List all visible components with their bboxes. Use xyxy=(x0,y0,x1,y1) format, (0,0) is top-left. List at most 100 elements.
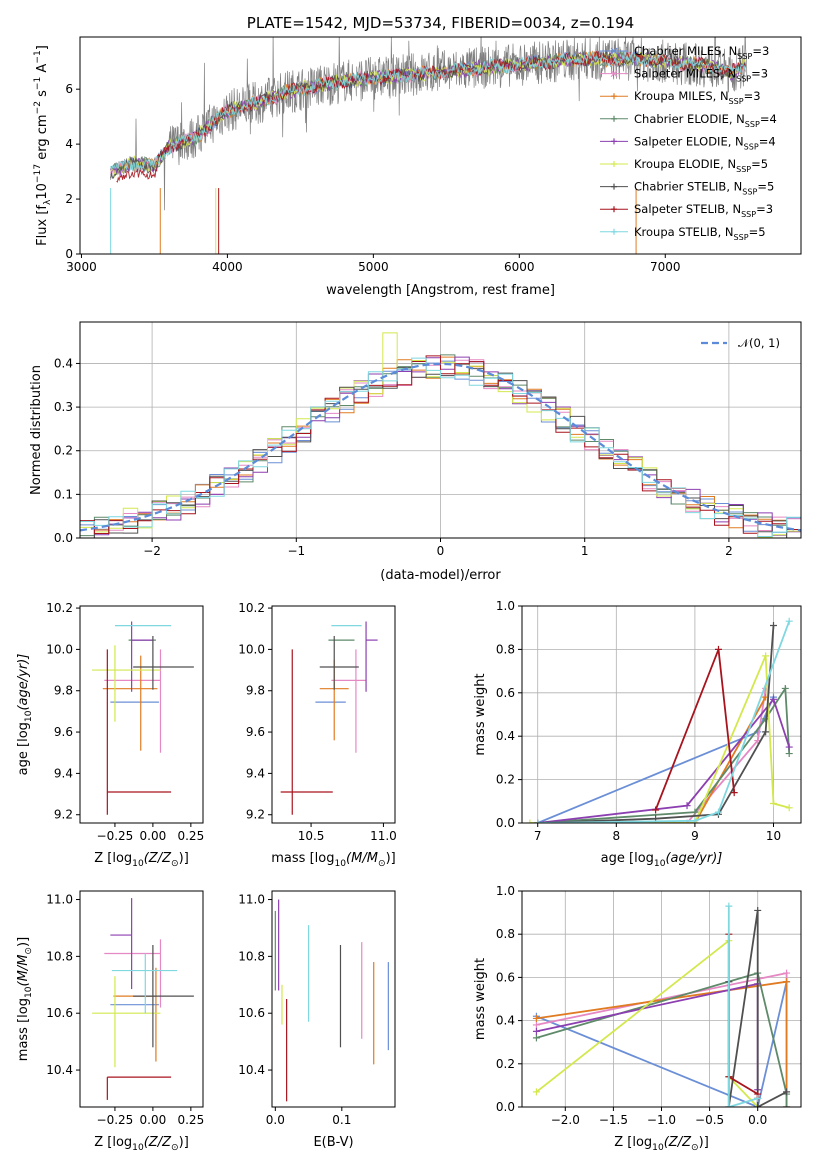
data-point-marker xyxy=(714,808,722,816)
data-point-marker xyxy=(532,1034,540,1042)
spectrum-title: PLATE=1542, MJD=53734, FIBERID=0034, z=0… xyxy=(247,14,634,32)
weight_vs_Z-panel: −2.0 −1.5 −1.0 −0.5 0.0 0.0 0.2 0.4 0.6 0.8 1.0 Z [… xyxy=(473,884,802,1153)
mass_vs_Z-y-axis-label: mass [log10​(M/M⊙​)] xyxy=(16,937,34,1061)
y-tick-label: 0.0 xyxy=(496,816,515,830)
spectrum-legend: Chabrier MILES, NSSP​=3 Salpeter MILES, N… xyxy=(600,44,777,242)
weight_vs_age-y-axis-label: mass weight xyxy=(473,673,488,755)
y-tick-label: 10.8 xyxy=(238,949,265,963)
y-tick-label: 0.4 xyxy=(54,356,73,370)
age_vs_Z-y-axis-label: age [log10​(age/yr)] xyxy=(16,654,34,776)
x-tick-label: 7 xyxy=(534,829,542,843)
spectrum-y-axis-label: Flux [fλ​10−17​ erg cm−2​ s−1​ A−1​] xyxy=(33,45,53,246)
y-tick-label: 9.8 xyxy=(246,684,265,698)
x-tick-label: 2 xyxy=(725,544,733,558)
legend-entry-label: Salpeter STELIB, NSSP​=3 xyxy=(634,202,773,219)
y-tick-label: 10.4 xyxy=(46,1063,73,1077)
residual-panel: −2 −1 0 1 2 0.0 0.1 0.2 0.3 0.4 𝒩(0, 1) Normed dist… xyxy=(29,321,802,583)
data-point-marker xyxy=(611,115,617,122)
y-tick-label: 0.4 xyxy=(496,1014,515,1028)
axes-frame xyxy=(521,605,802,824)
error-bars xyxy=(274,899,389,1102)
weight-series-line xyxy=(537,697,791,823)
data-point-marker xyxy=(762,652,770,660)
legend-entry-label: 𝒩(0, 1) xyxy=(738,336,780,350)
weight_vs_age-panel: 7 8 9 10 0.0 0.2 0.4 0.6 0.8 1.0 age [log10​(age/y… xyxy=(473,599,802,869)
weight-series-line xyxy=(537,625,775,823)
error-bars xyxy=(280,621,378,815)
weight-lines xyxy=(532,902,791,1107)
data-point-marker xyxy=(611,206,617,213)
spectrum-panel: PLATE=1542, MJD=53734, FIBERID=0034, z=0… xyxy=(33,14,802,298)
spectrum-x-axis-label: wavelength [Angstrom, rest frame] xyxy=(326,283,555,298)
legend-entry-label: Salpeter MILES, NSSP​=3 xyxy=(634,67,768,84)
data-point-marker xyxy=(754,1103,762,1107)
y-tick-label: 9.2 xyxy=(246,808,265,822)
x-tick-label: −2 xyxy=(143,544,161,558)
x-tick-label: −1.5 xyxy=(599,1113,628,1127)
age_vs_Z-panel: −0.25 0.00 0.25 9.2 9.4 9.6 9.8 10.0 10.2 Z [log1… xyxy=(16,601,204,869)
y-tick-label: 4 xyxy=(65,137,73,151)
legend-entry-label: Kroupa MILES, NSSP​=3 xyxy=(634,89,761,106)
y-tick-label: 10.6 xyxy=(46,1006,73,1020)
y-tick-label: 0.4 xyxy=(496,729,515,743)
y-tick-label: 9.2 xyxy=(54,808,73,822)
y-tick-label: 10.4 xyxy=(238,1063,265,1077)
y-tick-label: 0 xyxy=(65,247,73,261)
axes-frame xyxy=(271,890,396,1108)
data-point-marker xyxy=(691,817,699,823)
data-point-marker xyxy=(762,728,770,736)
histogram-outline xyxy=(80,357,801,538)
x-tick-label: −1.0 xyxy=(647,1113,676,1127)
data-point-marker xyxy=(691,808,699,816)
x-tick-label: 9 xyxy=(691,829,699,843)
y-tick-label: 10.0 xyxy=(46,642,73,656)
data-point-marker xyxy=(611,183,617,190)
axes-frame xyxy=(79,605,204,824)
legend-marker xyxy=(610,47,618,55)
y-tick-label: 11.0 xyxy=(46,893,73,907)
data-point-marker xyxy=(611,228,617,235)
legend-entry-label: Kroupa ELODIE, NSSP​=5 xyxy=(634,157,768,174)
y-tick-label: 10.2 xyxy=(238,601,265,615)
x-tick-label: 0.00 xyxy=(140,829,167,843)
weight-lines xyxy=(526,617,793,823)
x-tick-label: −0.5 xyxy=(695,1113,724,1127)
data-point-marker xyxy=(769,695,777,703)
data-point-marker xyxy=(611,138,617,145)
legend-entry-label: Chabrier MILES, NSSP​=3 xyxy=(634,44,769,61)
y-tick-label: 9.6 xyxy=(246,725,265,739)
data-point-marker xyxy=(611,93,617,100)
y-tick-label: 0.3 xyxy=(54,400,73,414)
axes-frame xyxy=(521,890,802,1108)
x-tick-label: 10.5 xyxy=(298,829,325,843)
x-tick-label: 4000 xyxy=(212,260,243,274)
y-tick-label: 9.4 xyxy=(246,766,265,780)
y-tick-label: 0.2 xyxy=(496,1057,515,1071)
data-point-marker xyxy=(730,789,738,797)
y-tick-label: 0.8 xyxy=(496,927,515,941)
y-tick-label: 10.8 xyxy=(46,949,73,963)
y-tick-label: 0.2 xyxy=(496,773,515,787)
data-point-marker xyxy=(714,645,722,653)
legend-entry-label: Kroupa STELIB, NSSP​=5 xyxy=(634,225,766,242)
y-tick-label: 0.6 xyxy=(496,970,515,984)
data-point-marker xyxy=(783,1088,791,1096)
model-spectrum-line xyxy=(110,50,746,174)
y-tick-label: 9.8 xyxy=(54,684,73,698)
axes-frame xyxy=(79,321,802,539)
data-point-marker xyxy=(754,1094,762,1102)
x-tick-label: 0.25 xyxy=(177,1113,204,1127)
x-tick-label: 0.25 xyxy=(177,829,204,843)
x-tick-label: 0 xyxy=(437,544,445,558)
y-tick-label: 2 xyxy=(65,192,73,206)
error-bars xyxy=(92,621,194,815)
data-point-marker xyxy=(532,1027,540,1035)
weight_vs_Z-x-axis-label: Z [log10​(Z/Z⊙​)] xyxy=(614,1135,709,1153)
x-tick-label: −2.0 xyxy=(551,1113,580,1127)
x-tick-label: 11.0 xyxy=(370,829,397,843)
data-point-marker xyxy=(532,1014,540,1022)
axes-frame xyxy=(79,890,204,1108)
gaussian-reference-curve xyxy=(80,362,801,532)
legend-entry-label: Salpeter ELODIE, NSSP​=4 xyxy=(634,134,776,151)
weight-series-line xyxy=(536,981,788,1107)
